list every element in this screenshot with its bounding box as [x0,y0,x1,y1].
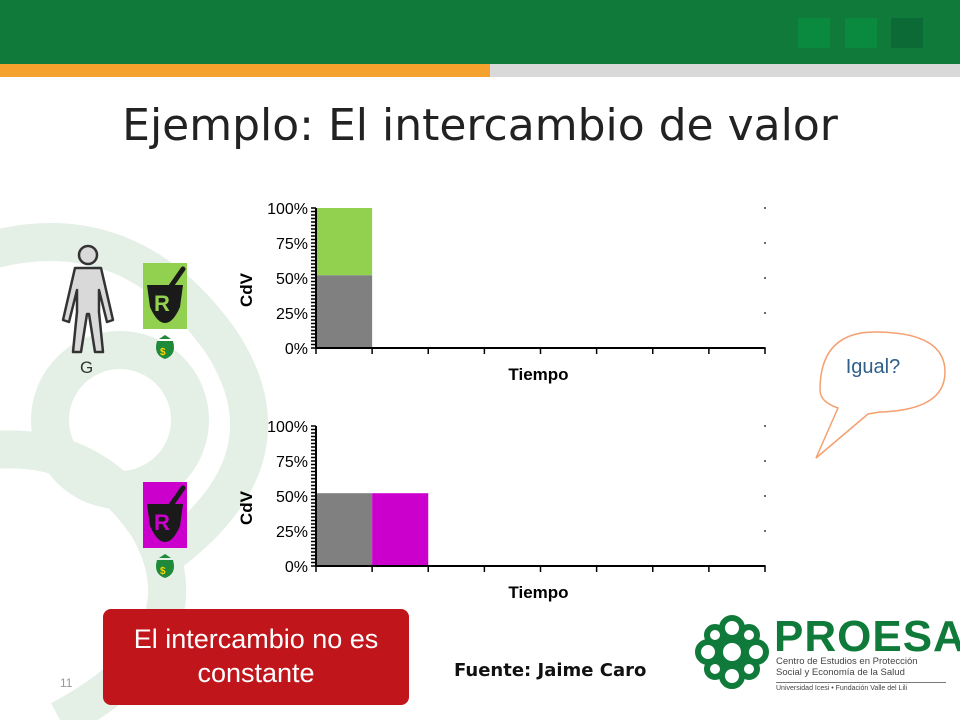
proesa-logo-icon [695,615,769,689]
y-tick-label: 25% [276,524,308,541]
page-title: Ejemplo: El intercambio de valor [122,100,838,151]
bar [372,493,429,566]
y-tick-label: 100% [267,201,308,218]
chart-top: 0% 25% 50% 75% 100% Tiempo CdV [237,201,766,384]
right-axis-dot [764,565,766,567]
right-axis-dot [764,425,766,427]
accent-strip [0,64,490,77]
right-axis-dot [764,460,766,462]
bar [316,275,373,348]
y-tick-label: 100% [267,419,308,436]
callout-text: Igual? [845,356,901,378]
money-bag-symbol: $ [160,566,166,577]
money-bag-symbol: $ [160,347,166,358]
x-axis-label: Tiempo [508,583,568,602]
person-label: G [80,358,94,377]
y-tick-label: 75% [276,236,308,253]
logo-partners: Universidad Icesi • Fundación Valle del … [776,682,946,692]
speech-bubble [815,331,946,459]
right-axis-dot [764,347,766,349]
rx-letter: R [154,510,170,535]
right-axis-dot [764,242,766,244]
person-icon [61,244,115,354]
rx-letter: R [154,291,170,316]
y-axis-label: CdV [237,272,256,307]
header-square-1 [798,18,830,48]
bar [316,493,373,566]
right-axis-dot [764,277,766,279]
y-tick-label: 0% [285,559,308,576]
rx-mortar-icon-green: R $ [143,263,187,359]
logo-name: PROESA [774,612,960,661]
accent-strip-gray [490,64,960,77]
rx-mortar-icon-magenta: R $ [143,482,187,578]
right-axis-dot [764,530,766,532]
y-axis-label: CdV [237,490,256,525]
chart-bottom: 0% 25% 50% 75% 100% Tiempo CdV [237,419,766,602]
right-axis-dot [764,207,766,209]
conclusion-text: El intercambio no es constante [133,624,379,688]
header-square-3 [891,18,923,48]
right-axis-dot [764,312,766,314]
y-tick-label: 50% [276,489,308,506]
right-axis-dot [764,495,766,497]
page-number: 11 [60,676,73,690]
logo-subtitle: Centro de Estudios en Protección Social … [776,656,918,679]
x-axis-label: Tiempo [508,365,568,384]
y-tick-label: 25% [276,306,308,323]
y-tick-label: 50% [276,271,308,288]
source-credit: Fuente: Jaime Caro [454,660,647,681]
conclusion-box: El intercambio no es constante [103,609,409,705]
y-tick-label: 0% [285,341,308,358]
y-tick-label: 75% [276,454,308,471]
header-square-2 [845,18,877,48]
bar [316,208,373,276]
